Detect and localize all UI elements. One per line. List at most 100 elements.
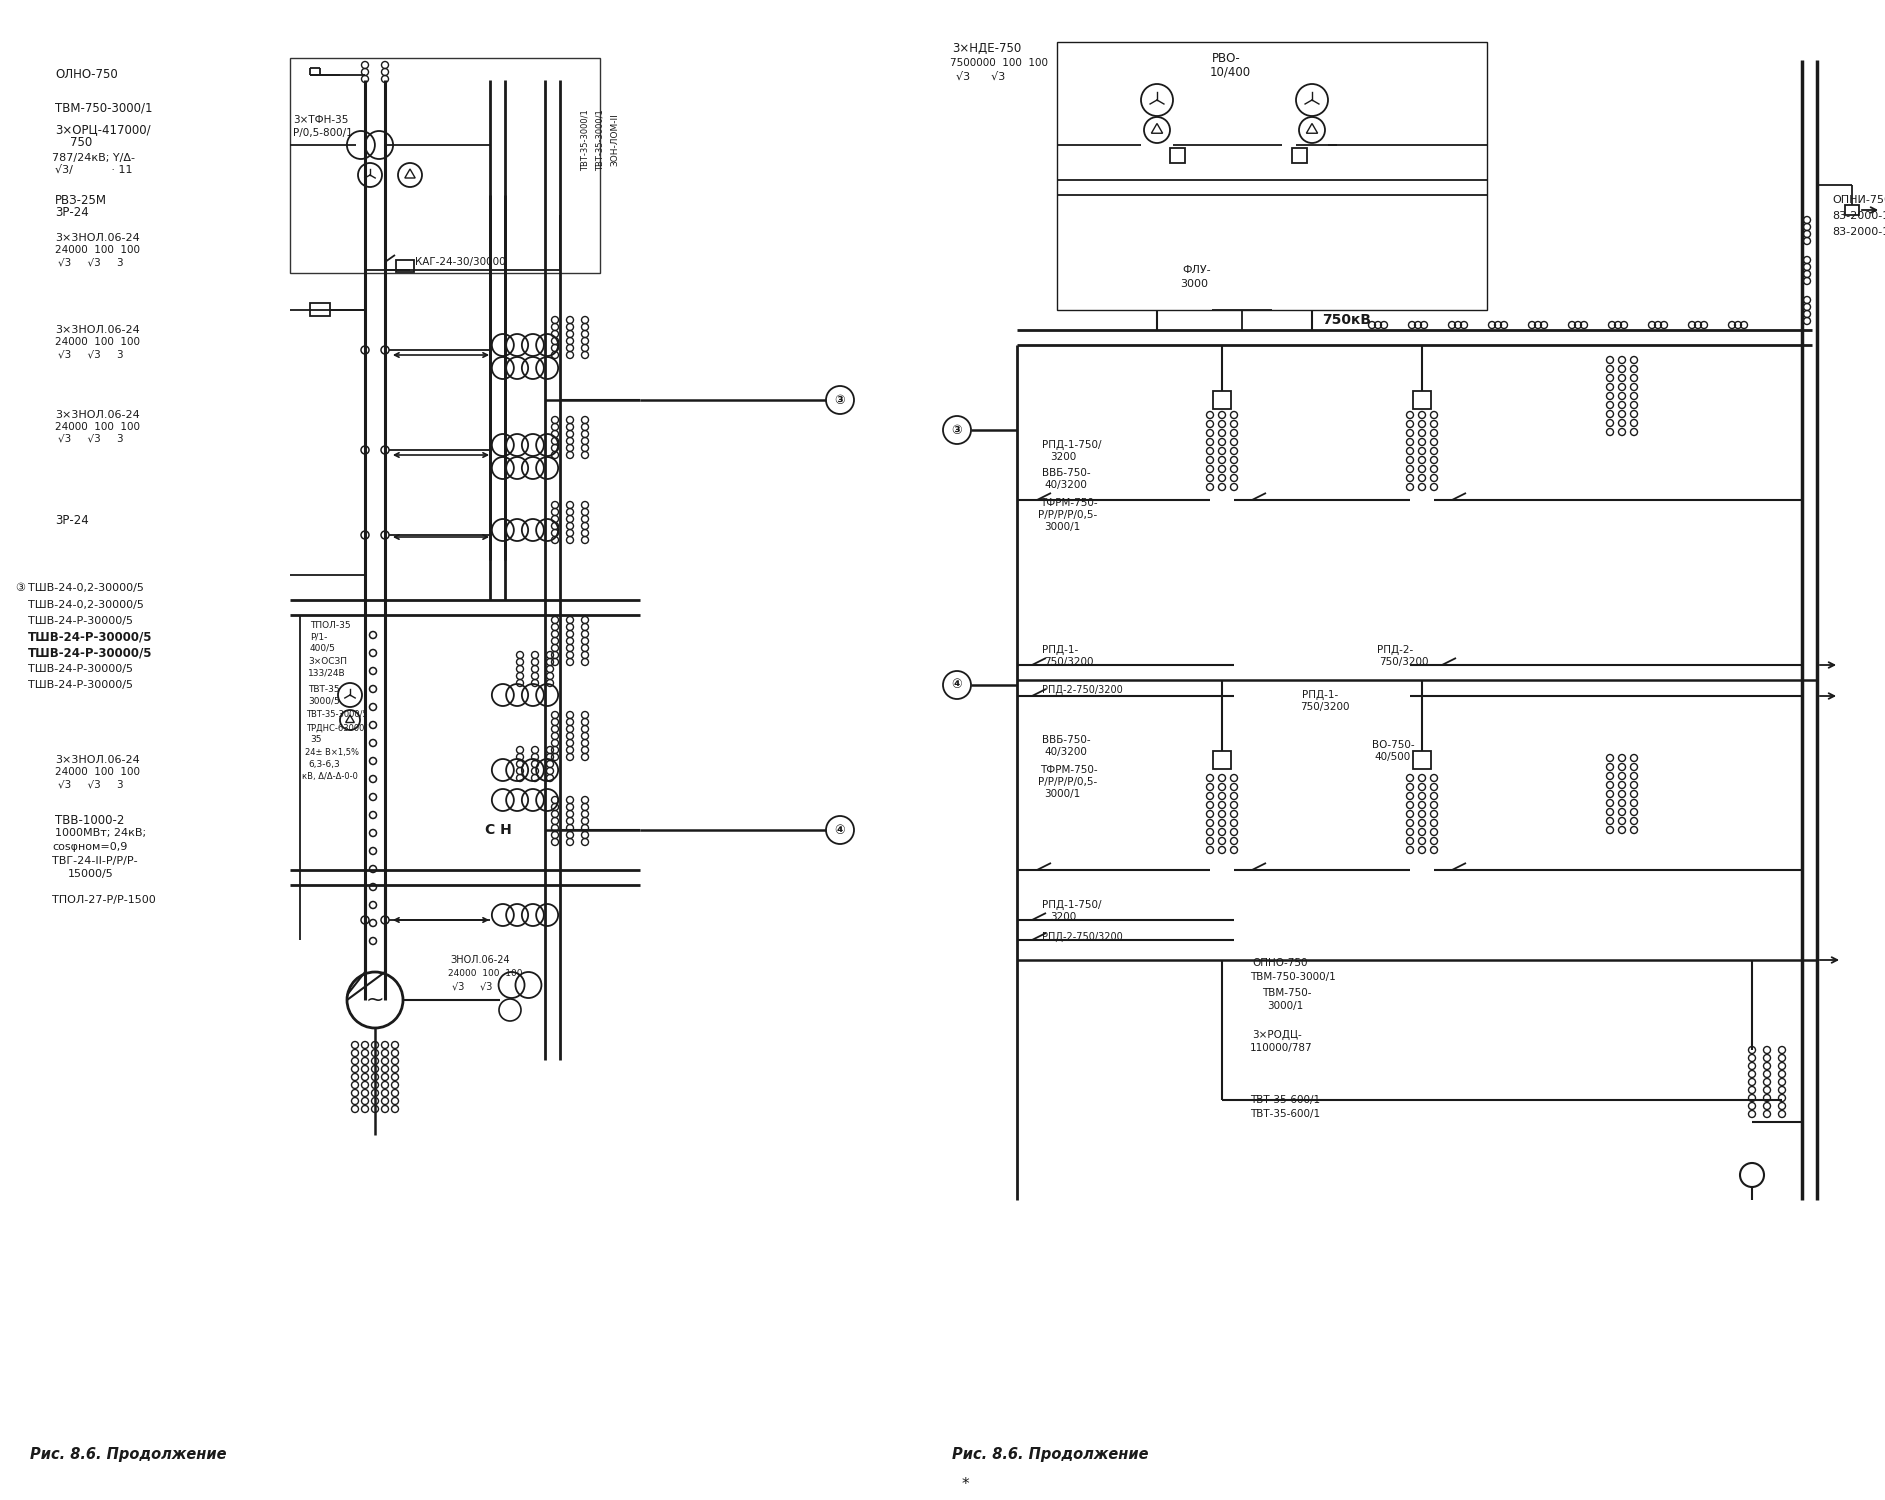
Text: 40/3200: 40/3200 (1044, 480, 1088, 490)
Text: Р/Р/Р/Р/0,5-: Р/Р/Р/Р/0,5- (1039, 777, 1097, 788)
Text: 750/3200: 750/3200 (1044, 657, 1093, 668)
Text: 750: 750 (70, 135, 92, 148)
Text: РВЗ-25М: РВЗ-25М (55, 194, 107, 207)
Text: ТВТ-35-3000/1: ТВТ-35-3000/1 (581, 110, 590, 171)
Text: ВВБ-750-: ВВБ-750- (1042, 468, 1091, 478)
Text: ТФРМ-750-: ТФРМ-750- (1041, 498, 1097, 508)
Bar (1214, 752, 1231, 770)
Text: ③: ③ (835, 393, 844, 406)
Text: 750/3200: 750/3200 (1301, 702, 1350, 712)
Text: 3200: 3200 (1050, 912, 1076, 922)
Text: РПД-2-: РПД-2- (1378, 645, 1414, 656)
Text: ③: ③ (15, 584, 25, 592)
Text: ФЛУ-: ФЛУ- (1182, 266, 1210, 274)
Text: 1000МВт; 24кВ;: 1000МВт; 24кВ; (55, 828, 147, 839)
Text: 133/24В: 133/24В (307, 669, 345, 678)
Text: 3000/1: 3000/1 (1044, 789, 1080, 800)
Text: 40/500: 40/500 (1374, 752, 1410, 762)
Text: КАГ-24-30/30000: КАГ-24-30/30000 (415, 256, 505, 267)
Text: 3×ТФН-35: 3×ТФН-35 (292, 116, 349, 124)
Text: ④: ④ (952, 678, 963, 692)
Text: ТВВ-1000-2: ТВВ-1000-2 (55, 813, 124, 826)
Text: ОЛНО-750: ОЛНО-750 (55, 69, 117, 81)
Text: ③: ③ (952, 423, 963, 436)
Text: 40/3200: 40/3200 (1044, 747, 1088, 758)
Text: ТШВ-24-Р-30000/5: ТШВ-24-Р-30000/5 (28, 680, 134, 690)
Text: ТПОЛ-35: ТПОЛ-35 (309, 621, 351, 630)
Bar (1414, 752, 1431, 770)
Text: ТВТ-35-3000/1: ТВТ-35-3000/1 (596, 110, 605, 171)
Text: ТВМ-750-3000/1: ТВМ-750-3000/1 (1250, 972, 1336, 982)
Text: ТВМ-750-3000/1: ТВМ-750-3000/1 (55, 102, 153, 114)
Text: Р/1-: Р/1- (309, 633, 328, 642)
Text: 3000/5: 3000/5 (307, 696, 339, 705)
Text: ТВТ-35-3000/5: ТВТ-35-3000/5 (305, 710, 368, 718)
Text: РВО-: РВО- (1212, 51, 1240, 64)
Text: 6,3-6,3: 6,3-6,3 (307, 759, 339, 768)
Text: 3×3НОЛ.06-24: 3×3НОЛ.06-24 (55, 754, 139, 765)
Text: 3×3НОЛ.06-24: 3×3НОЛ.06-24 (55, 410, 139, 420)
Text: √3     √3     3: √3 √3 3 (58, 778, 124, 789)
Text: *: * (961, 1478, 969, 1492)
Text: РПД-2-750/3200: РПД-2-750/3200 (1042, 686, 1123, 694)
Text: 3000: 3000 (1180, 279, 1208, 290)
Text: √3/           · 11: √3/ · 11 (55, 165, 132, 176)
Text: 750кВ: 750кВ (1321, 314, 1370, 327)
Text: 3×3НОЛ.06-24: 3×3НОЛ.06-24 (55, 326, 139, 334)
Bar (1414, 392, 1431, 410)
Text: ТШВ-24-0,2-30000/5: ТШВ-24-0,2-30000/5 (28, 584, 143, 592)
Text: 35: 35 (309, 735, 322, 744)
Text: ТФРМ-750-: ТФРМ-750- (1041, 765, 1097, 776)
Text: 3Р-24: 3Р-24 (55, 513, 89, 526)
Text: кВ, Δ/Δ-Δ-0-0: кВ, Δ/Δ-Δ-0-0 (302, 771, 358, 780)
Text: 3200: 3200 (1050, 452, 1076, 462)
Text: ТРДНС-63000/: ТРДНС-63000/ (305, 723, 368, 732)
Text: 3000/1: 3000/1 (1267, 1000, 1303, 1011)
Text: ④: ④ (835, 824, 844, 837)
Bar (1214, 392, 1231, 410)
Text: 7500000  100  100: 7500000 100 100 (950, 58, 1048, 68)
Text: 24± В×1,5%: 24± В×1,5% (305, 748, 358, 758)
Bar (309, 303, 330, 316)
Text: 24000  100  100: 24000 100 100 (55, 244, 139, 255)
Text: 10/400: 10/400 (1210, 66, 1252, 78)
Text: ОПНО-750: ОПНО-750 (1252, 958, 1308, 968)
Text: РПД-1-: РПД-1- (1303, 690, 1338, 700)
Text: 3×НДЕ-750: 3×НДЕ-750 (952, 42, 1022, 54)
Text: ВВБ-750-: ВВБ-750- (1042, 735, 1091, 746)
Text: 3×3НОЛ.06-24: 3×3НОЛ.06-24 (55, 232, 139, 243)
Text: ТШВ-24-Р-30000/5: ТШВ-24-Р-30000/5 (28, 616, 134, 626)
Text: ТВТ-35: ТВТ-35 (307, 686, 339, 694)
Text: 3×ОСЗП: 3×ОСЗП (307, 657, 347, 666)
Text: ТВГ-24-II-Р/Р/Р-: ТВГ-24-II-Р/Р/Р- (53, 856, 138, 865)
Text: ТВТ-35-600/1: ТВТ-35-600/1 (1250, 1095, 1320, 1106)
Text: 83-2000-1,2: 83-2000-1,2 (1832, 226, 1885, 237)
Text: РПД-1-750/: РПД-1-750/ (1042, 440, 1101, 450)
Text: ТШВ-24-Р-30000/5: ТШВ-24-Р-30000/5 (28, 630, 153, 644)
Text: Рис. 8.6. Продолжение: Рис. 8.6. Продолжение (30, 1448, 226, 1462)
Text: ТШВ-24-0,2-30000/5: ТШВ-24-0,2-30000/5 (28, 600, 143, 610)
Text: Р/0,5-800/1: Р/0,5-800/1 (292, 128, 352, 138)
Text: ОПНИ-750: ОПНИ-750 (1832, 195, 1885, 206)
Bar (1845, 206, 1859, 214)
Text: ТВТ-35-600/1: ТВТ-35-600/1 (1250, 1108, 1320, 1119)
Text: 3×РОДЦ-: 3×РОДЦ- (1252, 1030, 1303, 1039)
Bar (1291, 147, 1306, 162)
Text: 24000  100  100: 24000 100 100 (55, 338, 139, 346)
Text: 15000/5: 15000/5 (68, 868, 113, 879)
Text: ВО-750-: ВО-750- (1372, 740, 1414, 750)
Text: 750/3200: 750/3200 (1380, 657, 1429, 668)
Text: cosφном=0,9: cosφном=0,9 (53, 842, 128, 852)
Text: ~: ~ (366, 990, 385, 1010)
Text: 83-2000-1,2: 83-2000-1,2 (1832, 211, 1885, 220)
Text: ТШВ-24-Р-30000/5: ТШВ-24-Р-30000/5 (28, 664, 134, 674)
Bar (1169, 147, 1184, 162)
Text: 3Р-24: 3Р-24 (55, 207, 89, 219)
Bar (396, 260, 415, 272)
Text: 787/24кВ; Y/Δ-: 787/24кВ; Y/Δ- (53, 153, 136, 164)
Text: РПД-1-750/: РПД-1-750/ (1042, 900, 1101, 910)
Text: √3     √3: √3 √3 (452, 981, 492, 992)
Text: √3     √3     3: √3 √3 3 (58, 256, 124, 267)
Text: √3     √3     3: √3 √3 3 (58, 350, 124, 358)
Text: 24000  100  100: 24000 100 100 (55, 766, 139, 777)
